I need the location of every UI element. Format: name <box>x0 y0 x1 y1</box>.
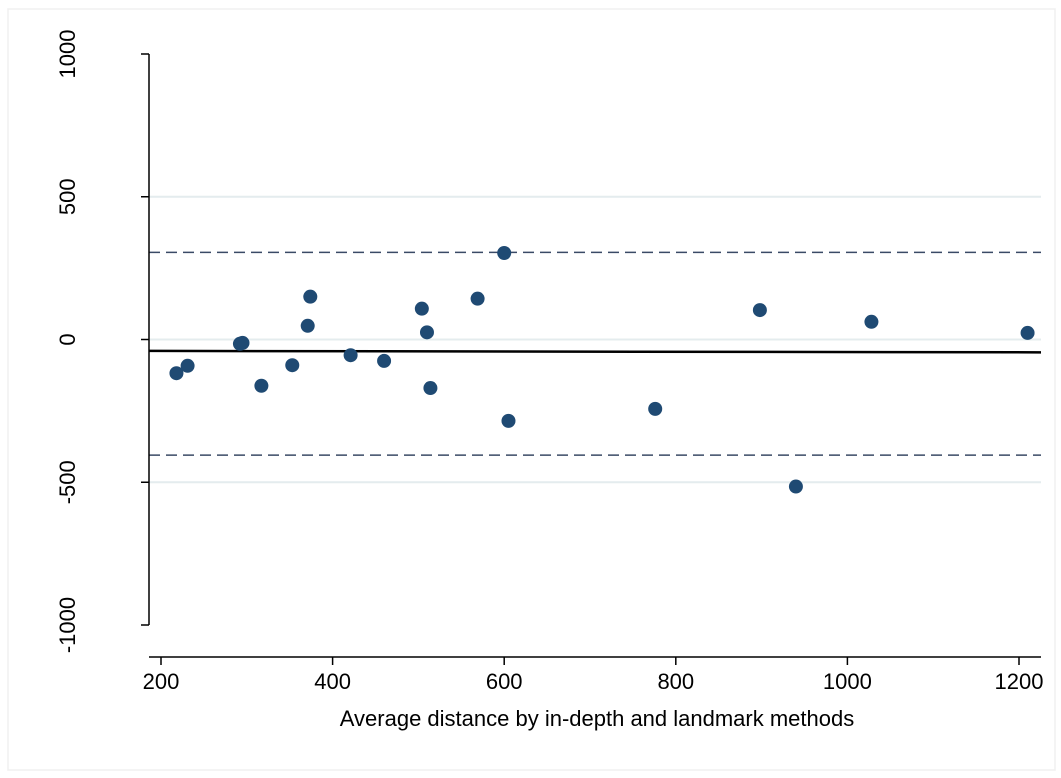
data-point-7 <box>303 289 318 304</box>
data-point-6 <box>300 318 315 333</box>
data-point-8 <box>343 348 358 363</box>
x-tick-label-3: 800 <box>657 669 694 694</box>
data-point-20 <box>1020 325 1035 340</box>
data-point-13 <box>470 291 485 306</box>
data-point-9 <box>377 353 392 368</box>
reference-lines <box>148 251 1042 456</box>
y-tick-label-3: 500 <box>55 178 80 215</box>
data-point-3 <box>235 335 250 350</box>
data-point-5 <box>285 358 300 373</box>
data-point-0 <box>169 366 184 381</box>
x-tick-label-4: 1000 <box>823 669 872 694</box>
data-point-14 <box>497 245 512 260</box>
x-tick-label-0: 200 <box>143 669 180 694</box>
y-tick-label-0: -1000 <box>55 597 80 653</box>
x-tick-label-5: 1200 <box>995 669 1044 694</box>
data-point-11 <box>419 325 434 340</box>
y-tick-label-2: 0 <box>55 333 80 345</box>
data-point-4 <box>254 378 269 393</box>
y-tick-label-4: 1000 <box>55 30 80 79</box>
outer-frame <box>7 8 1056 771</box>
x-axis-title: Average distance by in-depth and landmar… <box>340 706 854 731</box>
data-point-10 <box>414 301 429 316</box>
data-points <box>169 245 1035 494</box>
data-point-18 <box>788 479 803 494</box>
x-tick-label-2: 600 <box>486 669 523 694</box>
grid-lines <box>149 195 1041 484</box>
y-tick-label-1: -500 <box>55 460 80 504</box>
data-point-15 <box>501 413 516 428</box>
data-point-17 <box>752 303 767 318</box>
data-point-12 <box>423 381 438 396</box>
axes: -1000 -500 0 500 1000 200 400 600 800 1000 1200 <box>55 30 1043 694</box>
x-tick-label-1: 400 <box>314 669 351 694</box>
data-point-1 <box>180 358 195 373</box>
data-point-19 <box>864 314 879 329</box>
mean-difference-line <box>148 349 1042 354</box>
data-point-16 <box>648 401 663 416</box>
